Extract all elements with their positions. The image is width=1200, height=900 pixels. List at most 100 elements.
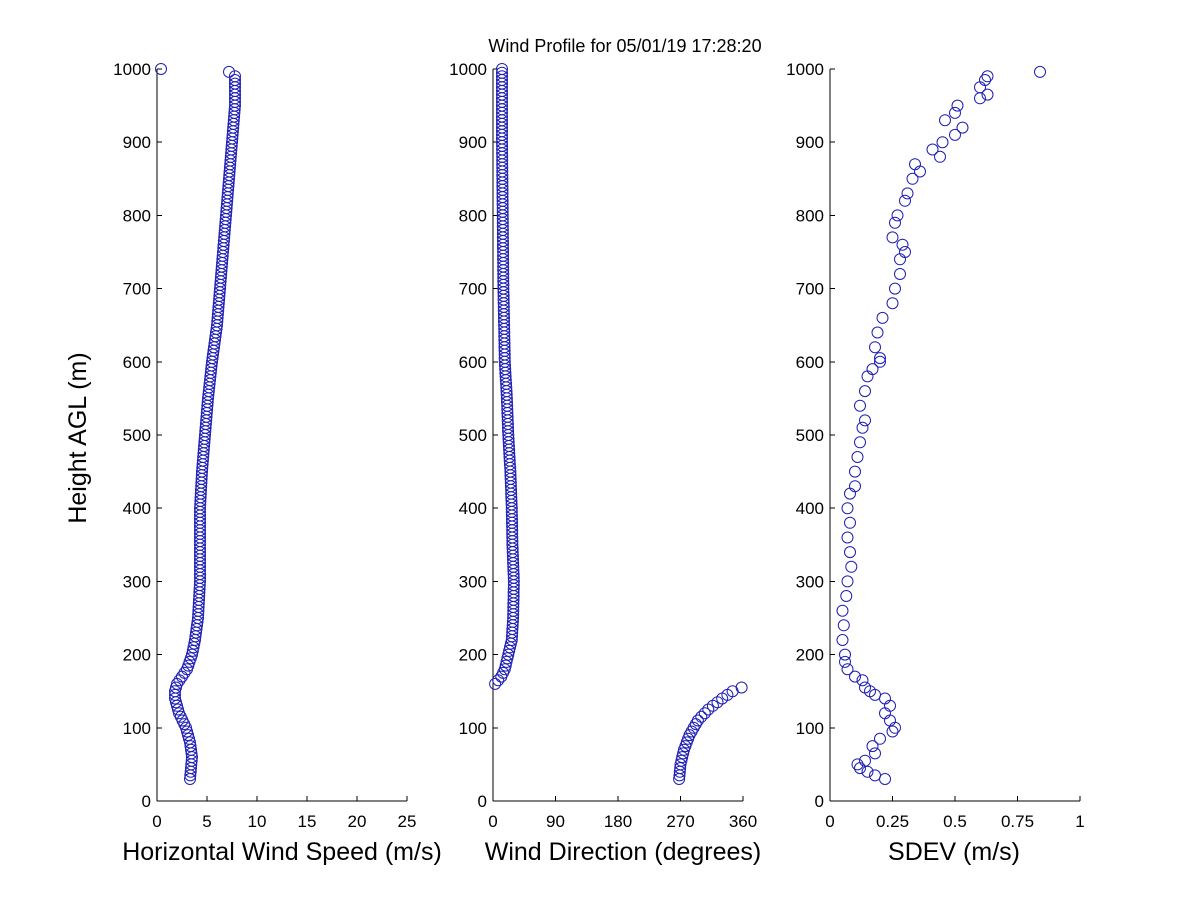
direction-y-tick-label: 1000 — [449, 60, 487, 79]
sdev-y-tick-label: 400 — [796, 499, 824, 518]
speed-y-tick-label: 600 — [123, 353, 151, 372]
sdev-data-point — [836, 634, 849, 646]
sdev-data-point — [859, 754, 871, 767]
sdev-data-point — [896, 238, 909, 251]
speed-data-point — [173, 707, 185, 720]
speed-data-point — [223, 65, 235, 78]
direction-y-tick-label: 700 — [459, 280, 487, 299]
direction-x-tick-label: 180 — [604, 812, 632, 831]
speed-data-point — [181, 725, 193, 738]
speed-y-tick-label: 200 — [123, 646, 151, 665]
direction-y-tick-label: 600 — [459, 353, 487, 372]
sdev-data-point — [879, 773, 891, 785]
sdev-data-point — [859, 414, 871, 427]
sdev-y-tick-label: 600 — [796, 353, 824, 372]
speed-y-tick-label: 700 — [123, 280, 151, 299]
sdev-x-tick-label: 1 — [1075, 812, 1084, 831]
sdev-data-point — [836, 604, 849, 617]
direction-data-point — [496, 70, 508, 83]
direction-y-tick-label: 100 — [459, 719, 487, 738]
sdev-data-point — [869, 341, 881, 354]
speed-data-point — [229, 74, 241, 86]
speed-x-tick-label: 10 — [248, 812, 267, 831]
direction-y-tick-label: 300 — [459, 572, 487, 591]
speed-y-tick-label: 300 — [123, 572, 151, 591]
sdev-data-point — [894, 268, 906, 280]
sdev-data-point — [861, 765, 874, 778]
sdev-x-label: SDEV (m/s) — [888, 838, 1020, 866]
sdev-data-point — [909, 158, 921, 171]
direction-y-tick-label: 200 — [459, 646, 487, 665]
direction-y-tick-label: 500 — [459, 426, 487, 445]
speed-data-point — [170, 681, 182, 694]
sdev-data-point — [891, 209, 904, 222]
sdev-data-point — [884, 699, 896, 712]
speed-x-tick-label: 15 — [298, 812, 317, 831]
sdev-y-tick-label: 900 — [796, 133, 824, 152]
wind-direction-panel: Wind Direction (degrees) 0 100 200 300 400 50… — [449, 60, 761, 866]
sdev-data-point — [856, 674, 869, 687]
speed-x-tick-label: 25 — [398, 812, 417, 831]
sdev-data-point — [839, 655, 851, 668]
sdev-y-tick-label: 100 — [796, 719, 824, 738]
sdev-data-points — [836, 65, 1046, 785]
sdev-data-point — [854, 436, 866, 449]
sdev-data-point — [884, 714, 896, 727]
sdev-data-point — [956, 121, 969, 134]
sdev-data-point — [841, 531, 854, 544]
direction-data-point — [489, 677, 502, 690]
speed-data-point — [171, 677, 183, 690]
sdev-x-tick-label: 0 — [825, 812, 834, 831]
direction-x-tick-label: 360 — [729, 812, 757, 831]
sdev-y-tick-label: 500 — [796, 426, 824, 445]
sdev-data-point — [974, 81, 986, 94]
sdev-data-point — [926, 143, 939, 156]
sdev-data-point — [934, 150, 946, 163]
sdev-y-tick-label: 800 — [796, 206, 824, 225]
sdev-y-tick-label: 1000 — [786, 60, 824, 79]
sdev-data-point — [844, 487, 856, 500]
sdev-data-point — [841, 663, 854, 676]
speed-data-point — [184, 740, 197, 753]
direction-data-point — [735, 681, 748, 694]
speed-data-point — [172, 703, 184, 716]
speed-y-tick-label: 0 — [142, 792, 151, 811]
speed-data-point — [182, 729, 194, 742]
direction-y-tick-label: 800 — [459, 206, 487, 225]
sdev-data-point — [871, 326, 884, 339]
speed-data-point — [171, 699, 183, 712]
sdev-data-point — [859, 681, 871, 694]
sdev-data-point — [901, 187, 914, 200]
direction-data-point — [496, 66, 508, 79]
sdev-data-point — [876, 311, 889, 324]
sdev-data-point — [869, 769, 881, 782]
direction-data-point — [702, 703, 715, 716]
sdev-data-point — [981, 88, 994, 101]
direction-data-point — [496, 63, 508, 75]
sdev-data-point — [886, 725, 899, 738]
sdev-data-point — [889, 282, 901, 295]
sdev-data-point — [949, 128, 961, 141]
speed-data-point — [155, 63, 167, 75]
sdev-data-point — [874, 732, 886, 745]
speed-y-tick-label: 1000 — [113, 60, 151, 79]
sdev-data-point — [851, 758, 864, 771]
sdev-data-point — [1034, 65, 1046, 78]
sdev-data-point — [879, 707, 891, 720]
speed-y-tick-label: 100 — [123, 719, 151, 738]
sdev-panel: SDEV (m/s) 0 100 200 300 400 500 600 700 800 900 1… — [786, 60, 1085, 866]
sdev-data-point — [949, 106, 961, 119]
sdev-data-point — [936, 136, 949, 149]
direction-x-tick-label: 270 — [666, 812, 694, 831]
speed-data-point — [183, 732, 195, 745]
y-axis-label: Height AGL (m) — [64, 352, 92, 523]
sdev-data-point — [886, 297, 899, 310]
sdev-data-point — [889, 216, 901, 229]
sdev-data-point — [859, 385, 871, 398]
sdev-data-point — [845, 560, 858, 573]
sdev-y-tick-label: 0 — [815, 792, 824, 811]
sdev-data-point — [861, 370, 874, 383]
sdev-data-point — [979, 74, 991, 86]
sdev-data-point — [879, 692, 891, 705]
